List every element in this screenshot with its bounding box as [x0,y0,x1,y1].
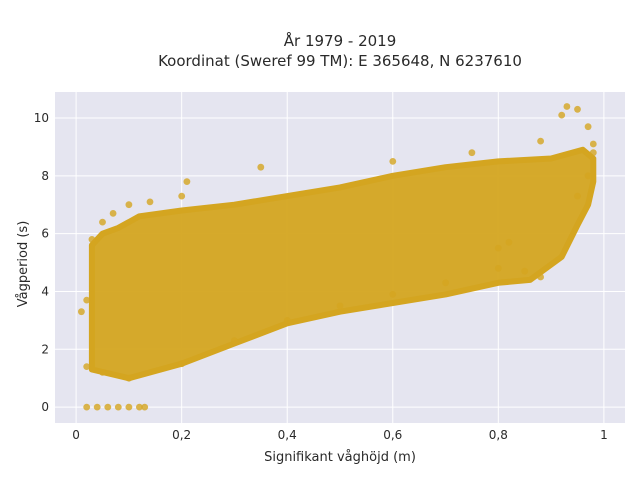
y-axis-label: Vågperiod (s) [16,221,31,308]
data-point [537,273,544,281]
data-point [83,296,91,304]
data-points [78,103,597,411]
point-cloud-band [88,146,597,382]
data-point [283,317,291,324]
x-tick-label: 0,2 [172,428,191,442]
data-point [389,291,397,298]
chart-title-line1: År 1979 - 2019 [284,31,397,50]
data-point [558,111,566,119]
y-tick-label: 10 [34,111,49,125]
data-point [93,403,101,411]
data-point [178,192,186,200]
x-tick-label: 0,4 [278,428,297,442]
data-point [574,192,581,200]
x-tick-label: 1 [600,428,608,442]
data-point [584,172,592,180]
data-point [178,360,186,368]
data-point [563,103,571,110]
x-tick-label: 0 [72,428,80,442]
point-cloud [88,146,597,382]
y-tick-label: 8 [41,169,49,183]
data-point [125,201,133,209]
data-point [468,149,476,157]
y-tick-label: 6 [41,227,49,241]
data-point [574,105,581,113]
data-point [125,374,133,382]
data-point [537,137,544,145]
x-tick-label: 0,8 [489,428,508,442]
data-point [589,140,597,148]
data-point [521,267,529,275]
x-tick-label: 0,6 [383,428,402,442]
data-point [99,218,106,226]
data-point [104,403,112,411]
data-point [83,403,91,411]
y-tick-label: 2 [41,342,49,356]
data-point [146,198,154,206]
data-point [389,158,397,165]
data-point [83,363,91,370]
data-point [109,210,117,217]
data-point [589,149,597,157]
y-tick-label: 0 [41,400,49,414]
data-point [99,369,106,376]
data-point [125,403,133,411]
data-point [505,238,513,246]
data-point [494,244,502,252]
data-point [336,302,344,310]
data-point [494,264,502,272]
data-point [442,279,449,287]
data-point [584,123,592,131]
data-point [88,236,96,243]
data-point [257,163,265,171]
data-point [78,308,85,316]
y-tick-label: 4 [41,284,49,298]
data-point [141,403,149,411]
data-point [231,337,238,344]
x-axis-label: Signifikant våghöjd (m) [264,450,416,465]
data-point [136,403,143,411]
data-point [114,403,122,411]
data-point [183,178,191,186]
chart-title-line2: Koordinat (Sweref 99 TM): E 365648, N 62… [158,52,522,70]
